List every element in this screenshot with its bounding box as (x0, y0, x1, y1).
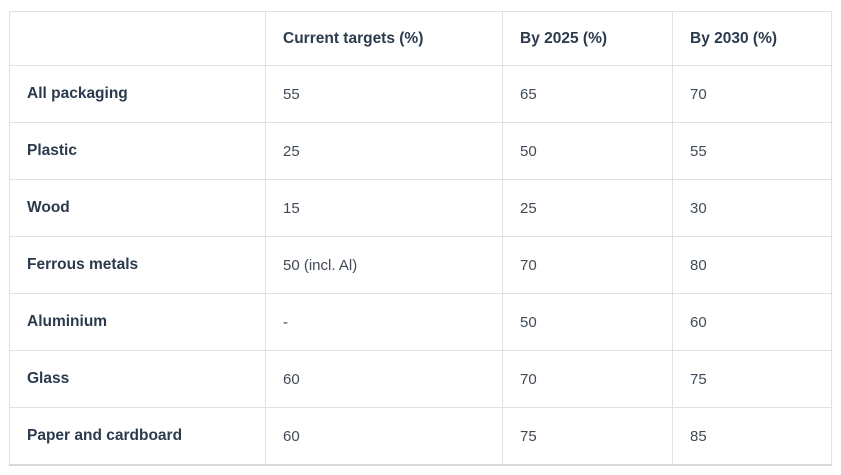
table-row: Ferrous metals 50 (incl. Al) 70 80 (9, 236, 832, 294)
table-row: Aluminium - 50 60 (9, 293, 832, 351)
recycling-targets-table: Current targets (%) By 2025 (%) By 2030 … (9, 11, 832, 466)
row-label: Aluminium (9, 293, 266, 351)
cell-value: 65 (502, 65, 673, 123)
cell-value: 60 (265, 407, 503, 466)
table-header: Current targets (%) By 2025 (%) By 2030 … (9, 11, 832, 66)
cell-value: 25 (265, 122, 503, 180)
cell-value: 75 (672, 350, 832, 408)
cell-value: 80 (672, 236, 832, 294)
row-label: Glass (9, 350, 266, 408)
column-header-current-targets: Current targets (%) (265, 11, 503, 66)
cell-value: 50 (502, 122, 673, 180)
page: Current targets (%) By 2025 (%) By 2030 … (9, 11, 832, 466)
table-row: Glass 60 70 75 (9, 350, 832, 408)
cell-value: 70 (502, 350, 673, 408)
cell-value: 50 (502, 293, 673, 351)
row-label: Paper and cardboard (9, 407, 266, 466)
header-row: Current targets (%) By 2025 (%) By 2030 … (9, 11, 832, 66)
cell-value: 15 (265, 179, 503, 237)
row-label: All packaging (9, 65, 266, 123)
row-label: Wood (9, 179, 266, 237)
column-header-empty (9, 11, 266, 66)
table-body: All packaging 55 65 70 Plastic 25 50 55 … (9, 65, 832, 466)
cell-value: 60 (672, 293, 832, 351)
cell-value: 70 (672, 65, 832, 123)
row-label: Plastic (9, 122, 266, 180)
cell-value: 55 (672, 122, 832, 180)
table-row: Plastic 25 50 55 (9, 122, 832, 180)
cell-value: 50 (incl. Al) (265, 236, 503, 294)
cell-value: 70 (502, 236, 673, 294)
row-label: Ferrous metals (9, 236, 266, 294)
cell-value: 60 (265, 350, 503, 408)
column-header-by-2030: By 2030 (%) (672, 11, 832, 66)
cell-value: 75 (502, 407, 673, 466)
cell-value: - (265, 293, 503, 351)
cell-value: 85 (672, 407, 832, 466)
column-header-by-2025: By 2025 (%) (502, 11, 673, 66)
table-row: Wood 15 25 30 (9, 179, 832, 237)
cell-value: 30 (672, 179, 832, 237)
table-row: All packaging 55 65 70 (9, 65, 832, 123)
cell-value: 55 (265, 65, 503, 123)
cell-value: 25 (502, 179, 673, 237)
table-row: Paper and cardboard 60 75 85 (9, 407, 832, 466)
